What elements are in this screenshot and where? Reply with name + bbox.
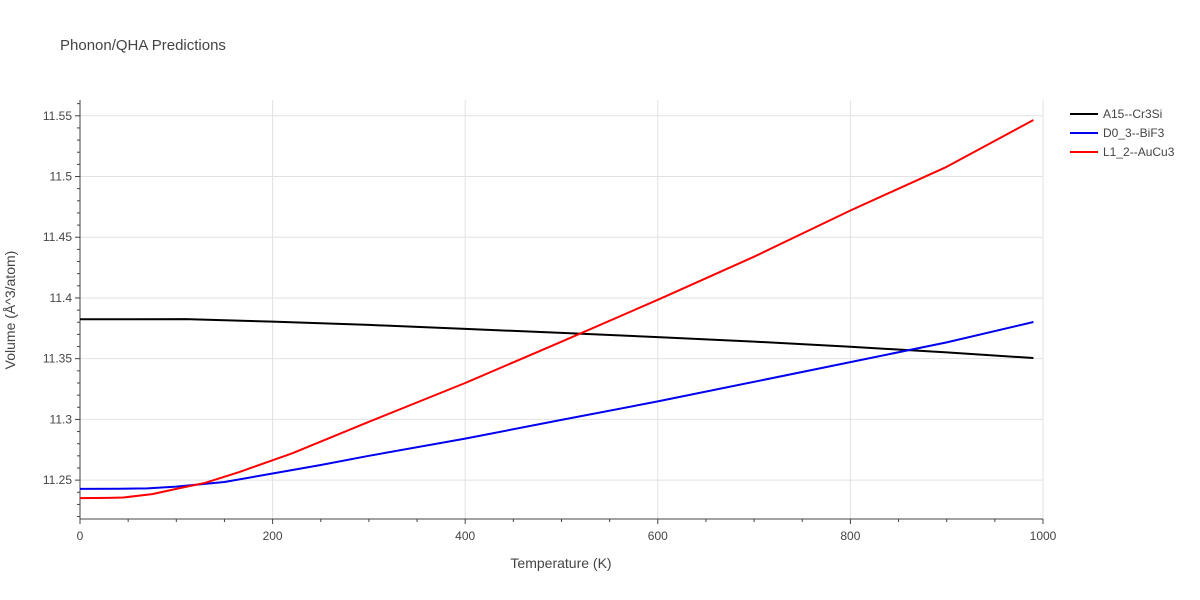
plot-area: [79, 119, 1034, 500]
grid: [80, 100, 1044, 519]
axes: 0 200 400 600 800 1000 11.25 11.3 11.35 11.4 11.45…: [43, 100, 1057, 543]
y-tick-label: 11.5: [50, 170, 73, 184]
x-tick-label: 400: [455, 529, 475, 543]
y-tick-label: 11.45: [43, 230, 72, 244]
series-line-3: [79, 119, 1034, 500]
chart-title: Phonon/QHA Predictions: [60, 37, 226, 54]
series-line-1: [80, 318, 1034, 359]
y-tick-label: 11.55: [43, 109, 72, 123]
x-tick-label: 200: [263, 529, 283, 543]
x-axis-title: Temperature (K): [510, 555, 611, 571]
y-tick-label: 11.4: [50, 291, 73, 305]
x-tick-label: 0: [77, 529, 84, 543]
y-axis-title: Volume (Å^3/atom): [2, 251, 18, 370]
x-tick-label: 600: [648, 529, 668, 543]
series-line-2: [79, 321, 1034, 490]
x-tick-label: 1000: [1030, 529, 1057, 543]
legend-label[interactable]: L1_2--AuCu3: [1103, 145, 1175, 159]
x-tick-label: 800: [840, 529, 860, 543]
y-tick-label: 11.3: [50, 412, 73, 426]
y-tick-label: 11.35: [43, 352, 72, 366]
legend: A15--Cr3Si D0_3--BiF3 L1_2--AuCu3: [1070, 107, 1175, 159]
legend-label[interactable]: D0_3--BiF3: [1103, 126, 1165, 140]
legend-label[interactable]: A15--Cr3Si: [1103, 107, 1162, 121]
y-tick-label: 11.25: [43, 473, 72, 487]
